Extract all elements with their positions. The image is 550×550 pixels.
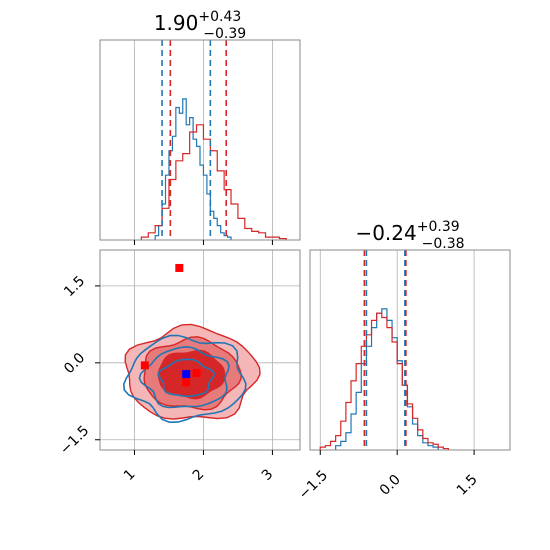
y-tick-labels: −1.5 0.0 1.5 bbox=[57, 273, 92, 458]
histogram-step-line bbox=[335, 308, 439, 450]
axes-frame bbox=[99, 39, 301, 241]
histogram-step-line bbox=[319, 312, 450, 450]
marker-blue-square bbox=[182, 370, 191, 379]
title-superscript: +0.43 bbox=[198, 9, 241, 25]
histogram-step-line bbox=[140, 124, 287, 240]
title-superscript: +0.39 bbox=[417, 219, 460, 235]
contour-level-blue bbox=[122, 334, 247, 424]
axes-frame bbox=[309, 249, 511, 451]
x-tick-label: 3 bbox=[259, 466, 277, 484]
x-tick-label: 1 bbox=[121, 466, 139, 484]
panel-bottom-right: −1.5 0.0 1.5 bbox=[296, 249, 511, 503]
x-tick-label: 2 bbox=[190, 466, 208, 484]
marker-points bbox=[140, 263, 201, 387]
x-tick-labels: 1 2 3 bbox=[121, 466, 277, 484]
tick-marks bbox=[133, 240, 273, 245]
contour-level-blue bbox=[157, 358, 215, 398]
title-subscript: −0.38 bbox=[422, 236, 465, 252]
grid-lines bbox=[134, 40, 273, 240]
x-tick-labels: −1.5 0.0 1.5 bbox=[296, 467, 481, 502]
marker-red-square bbox=[192, 369, 201, 378]
marker-red-square bbox=[140, 361, 149, 370]
contour-regions bbox=[122, 323, 261, 424]
title-value: 1.90 bbox=[154, 11, 199, 35]
quantile-lines bbox=[363, 250, 407, 450]
x-tick-label: 1.5 bbox=[454, 472, 481, 499]
y-tick-label: −1.5 bbox=[57, 423, 92, 458]
x-tick-label: 0.0 bbox=[377, 472, 404, 499]
x-tick-label: −1.5 bbox=[296, 467, 331, 502]
histogram-series bbox=[319, 308, 450, 450]
axes-frame bbox=[99, 249, 301, 451]
panel-title-top-left: 1.90+0.43 −0.39 bbox=[154, 9, 246, 42]
marker-red-square bbox=[175, 263, 184, 272]
panel-top-left bbox=[99, 39, 301, 245]
quantile-lines bbox=[161, 40, 228, 240]
tick-marks bbox=[95, 285, 273, 455]
panel-bottom-left: 1 2 3 −1.5 0.0 1.5 bbox=[57, 249, 301, 484]
y-tick-label: 0.0 bbox=[61, 350, 88, 377]
marker-red-square bbox=[182, 378, 191, 387]
title-value: −0.24 bbox=[355, 221, 416, 245]
y-tick-label: 1.5 bbox=[61, 273, 88, 300]
histogram-step-line bbox=[154, 98, 232, 240]
title-subscript: −0.39 bbox=[203, 26, 246, 42]
histogram-series bbox=[140, 98, 287, 240]
panel-title-bottom-right: −0.24+0.39 −0.38 bbox=[355, 219, 464, 252]
tick-marks bbox=[319, 450, 475, 455]
contour-level-blue bbox=[138, 345, 230, 409]
